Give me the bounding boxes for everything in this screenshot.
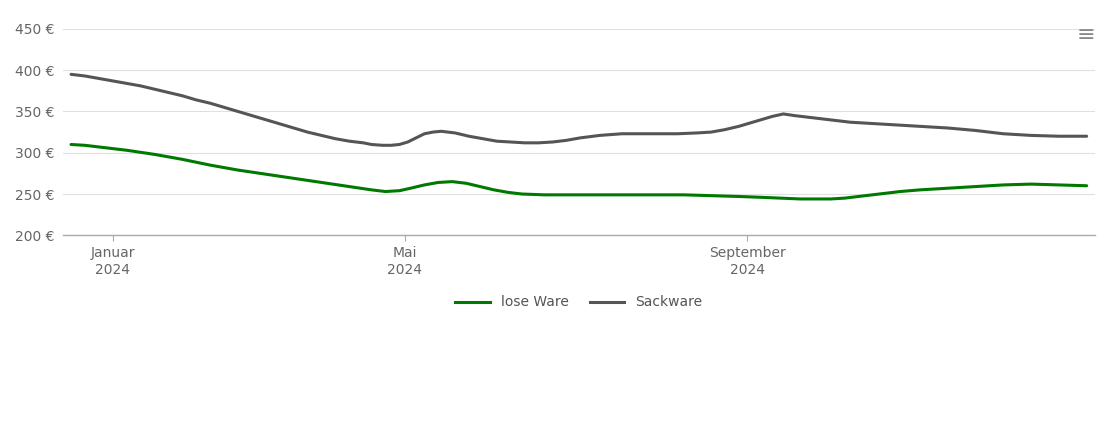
- Text: ≡: ≡: [1077, 25, 1096, 45]
- Legend: lose Ware, Sackware: lose Ware, Sackware: [450, 290, 708, 315]
